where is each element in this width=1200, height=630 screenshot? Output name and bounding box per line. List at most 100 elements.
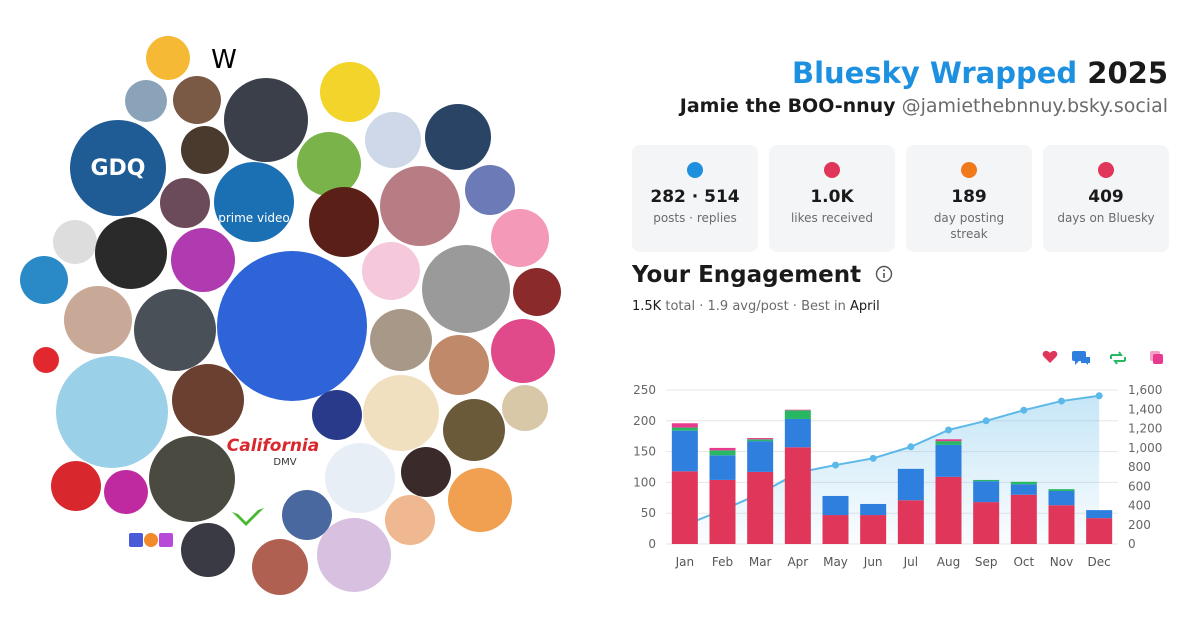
point [1095, 392, 1103, 400]
stat-icon [824, 162, 840, 178]
area [684, 395, 1100, 544]
x-tick-label: Feb [712, 555, 733, 569]
avatar[interactable] [146, 36, 190, 80]
avatar[interactable] [252, 539, 308, 595]
y-tick-label: 100 [633, 475, 656, 489]
avatar[interactable] [134, 289, 216, 371]
avatar[interactable] [20, 256, 68, 304]
avatar[interactable] [224, 78, 308, 162]
bar-segment [935, 441, 962, 445]
logo-text: W [211, 45, 237, 75]
logo-text: California [227, 436, 319, 456]
avatar[interactable] [172, 364, 244, 436]
y2-tick-label: 400 [1128, 499, 1151, 513]
bar-segment [973, 481, 1000, 503]
brand-title: Bluesky Wrapped 2025 [792, 56, 1168, 90]
section-title: Your Engagement [632, 262, 893, 288]
avatar[interactable] [370, 309, 432, 371]
bar-segment [671, 471, 698, 544]
avatar[interactable] [502, 385, 548, 431]
avatar[interactable] [51, 461, 101, 511]
avatar[interactable] [362, 242, 420, 300]
avatar[interactable] [448, 468, 512, 532]
avatar[interactable] [443, 399, 505, 461]
x-tick-label: Dec [1088, 555, 1111, 569]
stat-value: 409 [1088, 187, 1124, 207]
stat-icon [1098, 162, 1114, 178]
avatar[interactable] [309, 187, 379, 257]
avatar[interactable] [363, 375, 439, 451]
bar-segment [784, 418, 811, 448]
avatar[interactable] [53, 220, 97, 264]
avatar[interactable] [173, 76, 221, 124]
bar-segment [935, 439, 962, 442]
avatar[interactable] [70, 120, 166, 216]
point [982, 417, 990, 425]
avatar[interactable] [104, 470, 148, 514]
avatar[interactable] [181, 126, 229, 174]
x-tick-label: Mar [749, 555, 772, 569]
avatar[interactable] [56, 356, 168, 468]
avatar[interactable] [149, 436, 235, 522]
logo-icon [232, 508, 264, 526]
avatar[interactable] [64, 286, 132, 354]
x-tick-label: Jun [863, 555, 883, 569]
avatar[interactable] [312, 390, 362, 440]
bar-segment [747, 441, 774, 472]
avatar[interactable] [282, 490, 332, 540]
bar-segment [897, 468, 924, 501]
avatar[interactable] [181, 523, 235, 577]
avatar[interactable] [171, 228, 235, 292]
bar-segment [1086, 510, 1113, 519]
avatar[interactable] [160, 178, 210, 228]
stat-icon [687, 162, 703, 178]
avatar[interactable] [297, 132, 361, 196]
x-tick-label: Oct [1013, 555, 1034, 569]
avatar[interactable] [491, 319, 555, 383]
avatar[interactable] [380, 166, 460, 246]
avatar[interactable] [491, 209, 549, 267]
legend-icon[interactable] [1072, 351, 1090, 365]
avatar[interactable] [425, 104, 491, 170]
avatar[interactable] [513, 268, 561, 316]
avatar[interactable] [325, 443, 395, 513]
avatar[interactable] [365, 112, 421, 168]
y-tick-label: 150 [633, 445, 656, 459]
y2-tick-label: 600 [1128, 479, 1151, 493]
total: 1.5K [632, 299, 662, 314]
x-tick-label: Sep [975, 555, 998, 569]
legend-icon[interactable] [1110, 351, 1126, 365]
stat-label: likes received [790, 211, 874, 225]
avatar[interactable] [217, 251, 367, 401]
chart: 0 50 100 150 200 250 0 200 400 600 800 1,000 1,200 1,… [633, 350, 1163, 569]
stat-card: 1.0K likes received [769, 145, 895, 252]
avatar[interactable] [429, 335, 489, 395]
avatar[interactable] [422, 245, 510, 333]
stat-value: 1.0K [810, 187, 854, 207]
avg-label: avg/post · Best in [732, 299, 846, 314]
bar-segment [860, 503, 887, 516]
avatar[interactable] [401, 447, 451, 497]
avatar[interactable] [95, 217, 167, 289]
bar-segment [747, 471, 774, 544]
legend-icon[interactable] [1042, 350, 1058, 363]
brand: Bluesky Wrapped [791, 56, 1078, 90]
avatar[interactable] [125, 80, 167, 122]
info-icon[interactable] [875, 265, 893, 283]
avatar[interactable] [317, 518, 391, 592]
avatar[interactable] [385, 495, 435, 545]
avatar[interactable] [214, 162, 294, 242]
bar-segment [860, 515, 887, 544]
stat-value: 282 · 514 [650, 187, 740, 207]
bar-segment [709, 450, 736, 456]
bar-segment [1048, 491, 1075, 506]
y-tick-label: 50 [641, 506, 656, 520]
legend-icon[interactable] [1153, 354, 1163, 364]
avatar[interactable] [320, 62, 380, 122]
avatar[interactable] [465, 165, 515, 215]
y-tick-label: 200 [633, 414, 656, 428]
logo-icon [159, 533, 173, 547]
bar-segment [709, 479, 736, 544]
x-tick-label: May [823, 555, 848, 569]
